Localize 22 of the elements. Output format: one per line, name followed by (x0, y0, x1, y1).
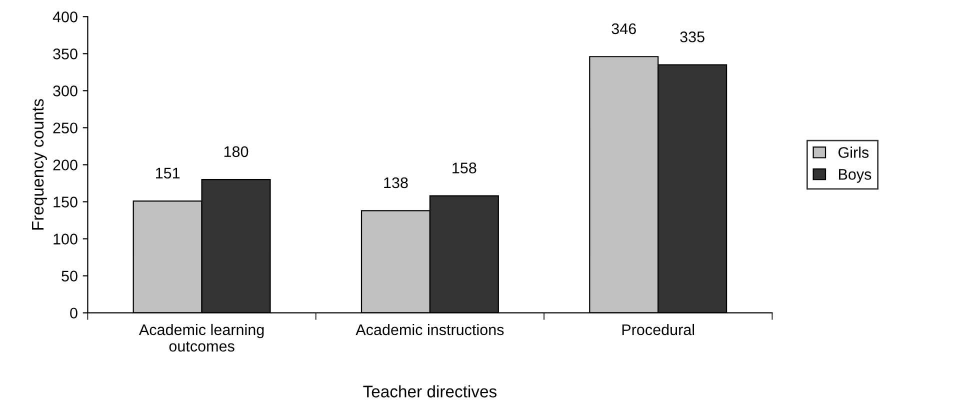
data-label: 138 (384, 177, 408, 188)
data-label: 335 (680, 31, 704, 42)
y-axis-title: Frequency counts (32, 99, 47, 230)
legend-label: Boys (838, 169, 872, 183)
x-axis-title: Teacher directives (363, 385, 497, 398)
y-tick-label: 0 (70, 308, 78, 319)
y-tick-label: 350 (53, 48, 78, 60)
y-tick-label: 50 (62, 270, 78, 282)
legend-label: Girls (838, 146, 869, 158)
x-tick-label: Academic instructions (356, 324, 504, 336)
data-label: 151 (156, 168, 180, 179)
y-tick-label: 100 (54, 234, 78, 244)
data-label: 346 (612, 23, 636, 34)
y-tick-label: 300 (53, 86, 78, 96)
y-tick-label: 150 (54, 196, 78, 208)
y-tick-label: 200 (53, 160, 78, 170)
y-tick-label: 400 (52, 12, 78, 22)
y-tick-label: 250 (53, 122, 78, 134)
data-label: 180 (224, 146, 248, 158)
x-tick-label: Academic learning outcomes (138, 324, 264, 352)
x-tick-label: Procedural (622, 324, 694, 336)
data-label: 158 (452, 162, 476, 174)
